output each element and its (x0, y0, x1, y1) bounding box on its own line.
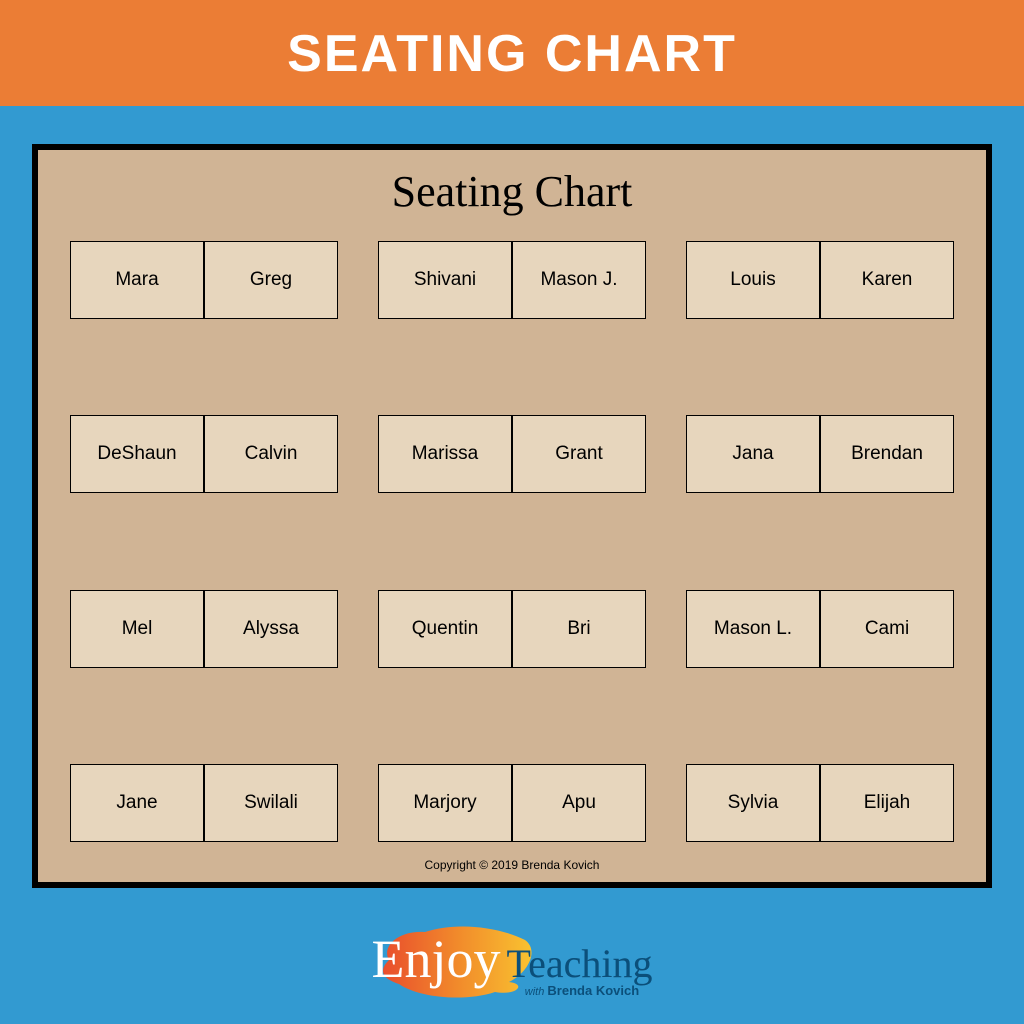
seat: Mason L. (686, 590, 820, 668)
header-band: SEATING CHART (0, 0, 1024, 106)
logo-text: Enjoy Teaching with Brenda Kovich (371, 932, 652, 998)
desk-pair: Marissa Grant (378, 415, 646, 493)
seat: Karen (820, 241, 954, 319)
desk-pair: Mel Alyssa (70, 590, 338, 668)
seat: Marjory (378, 764, 512, 842)
seat: Shivani (378, 241, 512, 319)
seat: Mason J. (512, 241, 646, 319)
seat: Louis (686, 241, 820, 319)
seat: Alyssa (204, 590, 338, 668)
header-title: SEATING CHART (287, 25, 737, 83)
seating-row: DeShaun Calvin Marissa Grant Jana Brenda… (70, 415, 954, 493)
seating-grid: Mara Greg Shivani Mason J. Louis Karen D… (70, 241, 954, 852)
seat: Jane (70, 764, 204, 842)
logo-author-line: with Brenda Kovich (525, 984, 639, 998)
desk-pair: DeShaun Calvin (70, 415, 338, 493)
seat: Mara (70, 241, 204, 319)
seat: DeShaun (70, 415, 204, 493)
seat: Bri (512, 590, 646, 668)
logo-word-teaching: Teaching (506, 944, 652, 984)
desk-pair: Sylvia Elijah (686, 764, 954, 842)
seat: Brendan (820, 415, 954, 493)
seat: Jana (686, 415, 820, 493)
desk-pair: Shivani Mason J. (378, 241, 646, 319)
seat: Mel (70, 590, 204, 668)
desk-pair: Louis Karen (686, 241, 954, 319)
desk-pair: Marjory Apu (378, 764, 646, 842)
seat: Sylvia (686, 764, 820, 842)
seat: Marissa (378, 415, 512, 493)
seating-row: Jane Swilali Marjory Apu Sylvia Elijah (70, 764, 954, 842)
seat: Grant (512, 415, 646, 493)
seat: Elijah (820, 764, 954, 842)
desk-pair: Jana Brendan (686, 415, 954, 493)
desk-pair: Quentin Bri (378, 590, 646, 668)
seat: Calvin (204, 415, 338, 493)
desk-pair: Mason L. Cami (686, 590, 954, 668)
logo-author-name: Brenda Kovich (547, 983, 639, 998)
logo-main-line: Enjoy Teaching (371, 932, 652, 986)
desk-pair: Jane Swilali (70, 764, 338, 842)
copyright-text: Copyright © 2019 Brenda Kovich (70, 852, 954, 872)
seat: Quentin (378, 590, 512, 668)
outer-frame: SEATING CHART Seating Chart Mara Greg Sh… (0, 0, 1024, 1024)
chart-wrapper: Seating Chart Mara Greg Shivani Mason J.… (0, 106, 1024, 906)
desk-pair: Mara Greg (70, 241, 338, 319)
seat: Greg (204, 241, 338, 319)
seating-row: Mel Alyssa Quentin Bri Mason L. Cami (70, 590, 954, 668)
chart-panel: Seating Chart Mara Greg Shivani Mason J.… (32, 144, 992, 888)
footer-logo-area: Enjoy Teaching with Brenda Kovich (0, 906, 1024, 1024)
chart-subtitle: Seating Chart (70, 166, 954, 217)
seating-row: Mara Greg Shivani Mason J. Louis Karen (70, 241, 954, 319)
seat: Apu (512, 764, 646, 842)
seat: Cami (820, 590, 954, 668)
seat: Swilali (204, 764, 338, 842)
logo-author-prefix: with (525, 986, 548, 998)
logo: Enjoy Teaching with Brenda Kovich (347, 920, 677, 1010)
logo-word-enjoy: Enjoy (371, 932, 500, 986)
